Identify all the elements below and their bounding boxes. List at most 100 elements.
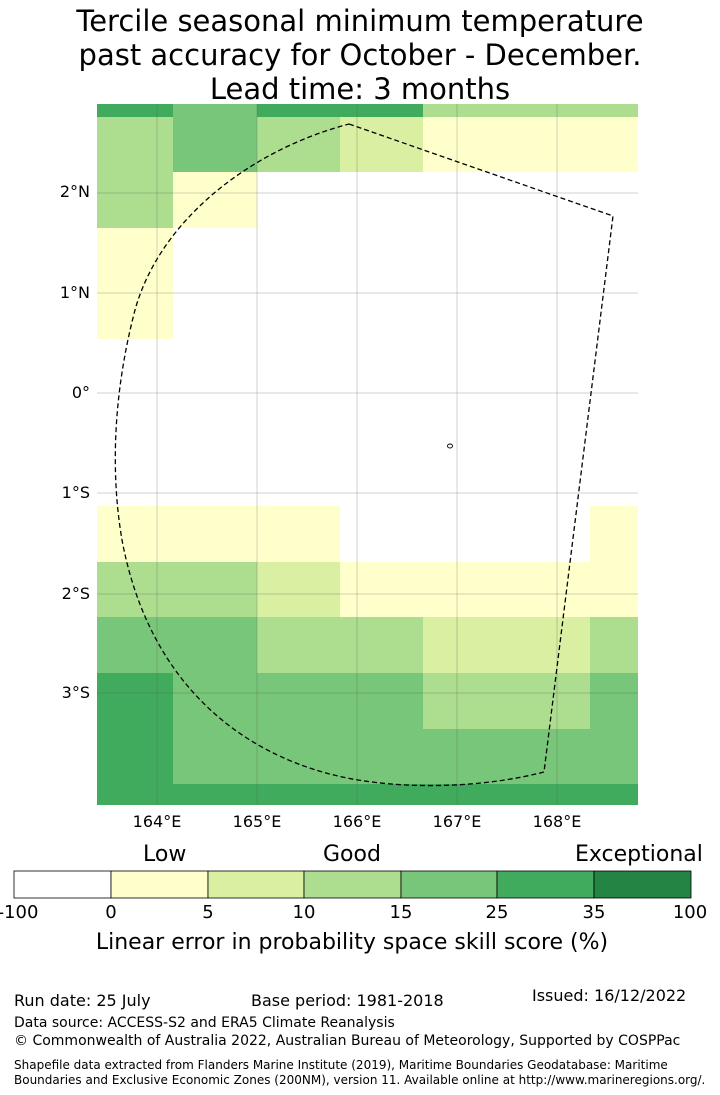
grid-cell: [590, 172, 638, 228]
grid-cell: [340, 228, 423, 339]
grid-cell: [257, 506, 340, 562]
grid-cell: [257, 172, 340, 228]
colorbar-tick: 5: [202, 902, 214, 923]
grid-cell: [590, 117, 638, 172]
grid-cell: [340, 339, 423, 506]
grid-cell: [257, 228, 340, 339]
grid-cell: [423, 673, 507, 729]
grid-cell: [423, 172, 507, 228]
lon-label-168e: 168°E: [532, 812, 582, 831]
category-good: Good: [323, 842, 381, 867]
grid-cell: [423, 562, 507, 617]
grid-cell: [97, 729, 173, 784]
grid-cell: [97, 117, 173, 172]
grid-cell: [590, 784, 638, 805]
lon-label-164e: 164°E: [132, 812, 182, 831]
grid-cell: [340, 617, 423, 673]
grid-cell: [507, 562, 590, 617]
colorbar-tick: 0: [105, 902, 117, 923]
grid-cell: [340, 784, 423, 805]
lon-label-165e: 165°E: [232, 812, 282, 831]
grid-cell: [97, 784, 173, 805]
lat-label-1n: 1°N: [59, 283, 90, 302]
lat-label-2s: 2°S: [61, 584, 90, 603]
skill-grid: [97, 104, 638, 805]
colorbar-segment: [400, 870, 498, 899]
grid-cell: [507, 172, 590, 228]
grid-cell: [173, 117, 257, 172]
colorbar-segment: [110, 870, 209, 899]
grid-cell: [257, 117, 340, 172]
grid-cell: [257, 104, 340, 117]
grid-cell: [97, 506, 173, 562]
grid-cell: [507, 339, 590, 506]
grid-cell: [423, 104, 507, 117]
colorbar-tick: 25: [485, 902, 509, 923]
category-exceptional: Exceptional: [575, 842, 703, 867]
grid-cell: [507, 673, 590, 729]
grid-cell: [340, 562, 423, 617]
shapefile-credit-line-1: Shapefile data extracted from Flanders M…: [14, 1058, 668, 1072]
grid-cell: [97, 172, 173, 228]
grid-cell: [590, 104, 638, 117]
grid-cell: [423, 784, 507, 805]
grid-cell: [507, 117, 590, 172]
data-source: Data source: ACCESS-S2 and ERA5 Climate …: [14, 1015, 395, 1031]
grid-cell: [507, 228, 590, 339]
colorbar-segment: [303, 870, 402, 899]
grid-cell: [423, 617, 507, 673]
grid-cell: [340, 172, 423, 228]
grid-cell: [423, 339, 507, 506]
grid-cell: [257, 729, 340, 784]
grid-cell: [173, 172, 257, 228]
category-low: Low: [143, 842, 187, 867]
grid-cell: [173, 729, 257, 784]
grid-cell: [340, 506, 423, 562]
run-date: Run date: 25 July: [14, 991, 151, 1010]
grid-cell: [423, 117, 507, 172]
grid-cell: [173, 339, 257, 506]
grid-cell: [507, 104, 590, 117]
title-line-1: Tercile seasonal minimum temperature: [76, 4, 644, 38]
map-title: Tercile seasonal minimum temperature pas…: [0, 4, 720, 106]
grid-cell: [507, 617, 590, 673]
island-outline: [447, 443, 453, 449]
grid-cell: [97, 673, 173, 729]
grid-cell: [590, 729, 638, 784]
grid-cell: [173, 228, 257, 339]
grid-cell: [590, 228, 638, 339]
colorbar-segment: [13, 870, 112, 899]
grid-cell: [423, 506, 507, 562]
grid-cell: [257, 673, 340, 729]
grid-cell: [97, 339, 173, 506]
grid-cell: [173, 617, 257, 673]
grid-cell: [97, 104, 173, 117]
grid-cell: [340, 104, 423, 117]
grid-cell: [423, 228, 507, 339]
grid-cell: [590, 673, 638, 729]
lat-label-2n: 2°N: [59, 182, 90, 201]
colorbar-tick: -100: [0, 902, 39, 923]
eez-boundary: [114, 123, 614, 787]
grid-cell: [507, 784, 590, 805]
grid-cell: [590, 562, 638, 617]
grid-cell: [173, 562, 257, 617]
grid-cell: [173, 104, 257, 117]
grid-cell: [590, 506, 638, 562]
colorbar: [13, 870, 692, 899]
grid-cell: [507, 729, 590, 784]
grid-cell: [340, 117, 423, 172]
base-period: Base period: 1981-2018: [251, 991, 444, 1010]
grid-cell: [340, 673, 423, 729]
colorbar-label: Linear error in probability space skill …: [95, 930, 609, 955]
shapefile-credit-line-2: Boundaries and Exclusive Economic Zones …: [14, 1073, 706, 1087]
colorbar-segment: [207, 870, 305, 899]
colorbar-tick: 10: [292, 902, 316, 923]
grid-cell: [423, 729, 507, 784]
grid-cell: [257, 784, 340, 805]
grid-cell: [507, 506, 590, 562]
grid-cell: [590, 339, 638, 506]
issued-date: Issued: 16/12/2022: [532, 986, 687, 1005]
grid-cell: [257, 562, 340, 617]
